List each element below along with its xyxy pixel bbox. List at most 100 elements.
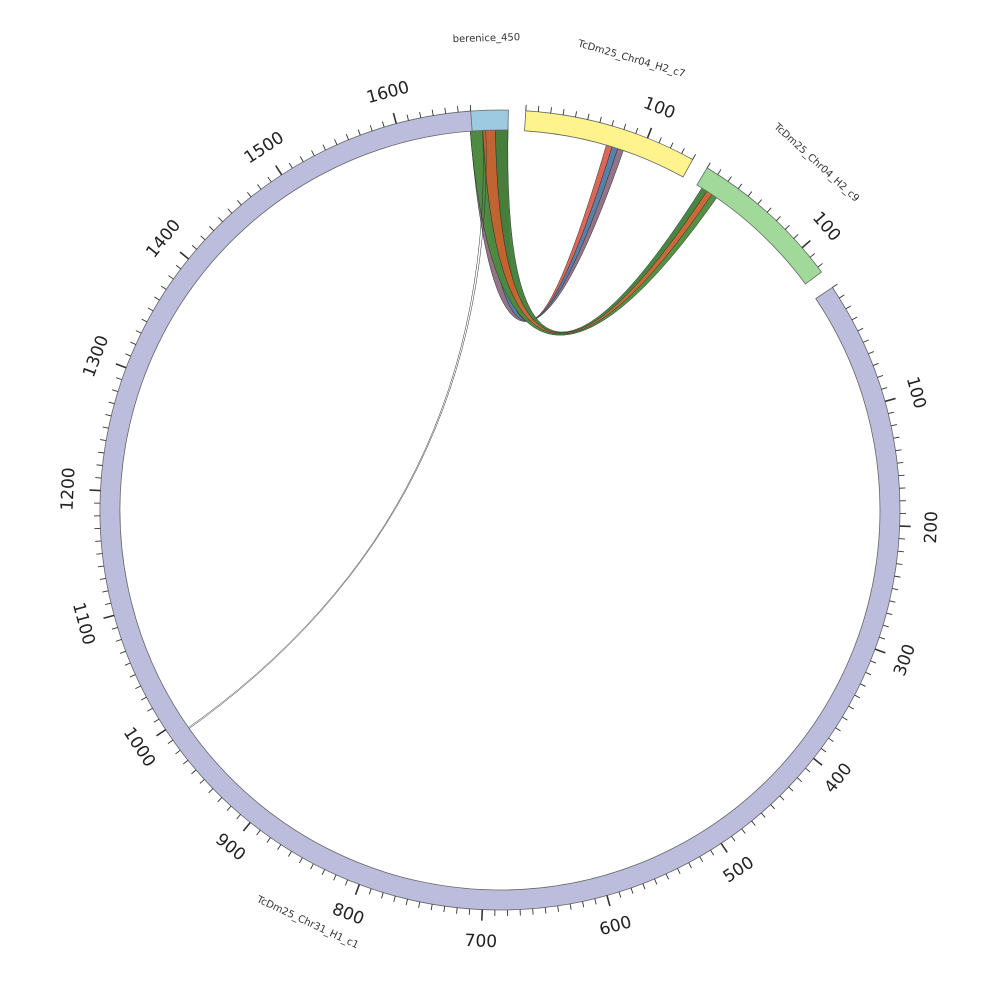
minor-tick-tcdm25-chr31-h1-c1-240 [894, 575, 901, 578]
minor-tick-tcdm25-chr31-h1-c1-130 [893, 436, 900, 439]
tick-label-tcdm25-chr31-h1-c1-100: 100 [902, 374, 930, 411]
minor-tick-tcdm25-chr31-h1-c1-860 [287, 851, 292, 857]
minor-tick-tcdm25-chr31-h1-c1-320 [865, 671, 872, 676]
segment-name-tcdm25-chr04-h2-c9: TcDm25_Chr04_H2_c9 [771, 121, 861, 205]
tick-label-tcdm25-chr04-h2-c9-100: 100 [808, 208, 844, 246]
minor-tick-tcdm25-chr31-h1-c1-50 [862, 339, 869, 343]
minor-tick-tcdm25-chr04-h2-c9-80 [784, 224, 790, 230]
minor-tick-tcdm25-chr31-h1-c1-610 [594, 898, 597, 905]
minor-tick-tcdm25-chr31-h1-c1-880 [266, 837, 271, 843]
major-tick-tcdm25-chr31-h1-c1-1200 [89, 489, 101, 492]
major-tick-tcdm25-chr31-h1-c1-1400 [179, 251, 190, 260]
tick-label-tcdm25-chr31-h1-c1-1200: 1200 [57, 467, 79, 511]
minor-tick-tcdm25-chr31-h1-c1-70 [872, 362, 879, 366]
minor-tick-tcdm25-chr31-h1-c1-1120 [102, 590, 109, 593]
segment-name-berenice-450: berenice_450 [453, 32, 521, 45]
minor-tick-tcdm25-chr31-h1-c1-420 [796, 777, 803, 783]
tick-label-tcdm25-chr31-h1-c1-600: 600 [597, 912, 634, 940]
minor-tick-tcdm25-chr31-h1-c1-1130 [99, 578, 106, 580]
tick-label-tcdm25-chr31-h1-c1-800: 800 [329, 899, 366, 929]
tick-label-tcdm25-chr31-h1-c1-1500: 1500 [241, 128, 288, 168]
minor-tick-tcdm25-chr31-h1-c1-1530 [311, 150, 315, 156]
minor-tick-tcdm25-chr31-h1-c1-120 [890, 424, 898, 427]
minor-tick-tcdm25-chr31-h1-c1-20 [845, 305, 852, 310]
minor-tick-tcdm25-chr04-h2-c7-70 [611, 120, 615, 127]
minor-tick-tcdm25-chr04-h2-c9-120 [817, 263, 823, 268]
minor-tick-tcdm25-chr31-h1-c1-150 [897, 461, 904, 464]
minor-tick-tcdm25-chr04-h2-c7-50 [587, 113, 590, 120]
minor-tick-tcdm25-chr31-h1-c1-1360 [154, 296, 160, 301]
minor-tick-tcdm25-chr31-h1-c1-580 [630, 887, 634, 894]
minor-tick-tcdm25-chr31-h1-c1-990 [167, 739, 174, 744]
minor-tick-tcdm25-chr31-h1-c1-1270 [108, 401, 115, 405]
minor-tick-tcdm25-chr31-h1-c1-30 [851, 316, 858, 321]
minor-tick-tcdm25-chr31-h1-c1-380 [828, 737, 834, 742]
minor-tick-tcdm25-chr31-h1-c1-1390 [175, 264, 182, 270]
minor-tick-tcdm25-chr31-h1-c1-230 [896, 563, 903, 565]
minor-tick-tcdm25-chr04-h2-c7-120 [669, 142, 674, 149]
minor-tick-tcdm25-chr31-h1-c1-950 [199, 779, 205, 784]
minor-tick-tcdm25-chr31-h1-c1-1490 [267, 176, 272, 183]
minor-tick-tcdm25-chr04-h2-c9-20 [727, 176, 732, 182]
minor-tick-tcdm25-chr04-h2-c9-30 [737, 183, 743, 189]
minor-tick-tcdm25-chr31-h1-c1-90 [881, 387, 888, 390]
minor-tick-tcdm25-chr31-h1-c1-720 [456, 907, 458, 914]
major-tick-tcdm25-chr31-h1-c1-600 [606, 895, 611, 907]
minor-tick-tcdm25-chr31-h1-c1-980 [175, 749, 181, 755]
minor-tick-tcdm25-chr31-h1-c1-1040 [135, 685, 141, 690]
minor-tick-tcdm25-chr31-h1-c1-1560 [345, 134, 349, 140]
minor-tick-tcdm25-chr31-h1-c1-890 [256, 829, 261, 836]
minor-tick-tcdm25-chr31-h1-c1-1050 [129, 674, 136, 678]
minor-tick-tcdm25-chr31-h1-c1-10 [839, 294, 845, 299]
minor-tick-tcdm25-chr31-h1-c1-540 [677, 868, 681, 875]
minor-tick-tcdm25-chr31-h1-c1-1350 [147, 307, 154, 312]
minor-tick-tcdm25-chr31-h1-c1-1460 [237, 200, 242, 206]
minor-tick-tcdm25-chr31-h1-c1-1510 [288, 162, 293, 169]
minor-tick-tcdm25-chr04-h2-c9-0 [706, 162, 711, 169]
minor-tick-tcdm25-chr31-h1-c1-790 [368, 888, 372, 895]
segment-tcdm25-chr04-h2-c9 [696, 167, 823, 285]
minor-tick-tcdm25-chr31-h1-c1-1580 [369, 125, 373, 132]
minor-tick-tcdm25-chr31-h1-c1-1480 [257, 184, 262, 190]
minor-tick-tcdm25-chr31-h1-c1-620 [582, 901, 585, 908]
minor-tick-tcdm25-chr31-h1-c1-350 [848, 705, 855, 710]
minor-tick-tcdm25-chr31-h1-c1-850 [299, 857, 303, 864]
minor-tick-tcdm25-chr31-h1-c1-560 [654, 878, 658, 885]
minor-tick-tcdm25-chr31-h1-c1-1030 [140, 696, 147, 701]
minor-tick-tcdm25-chr31-h1-c1-1080 [115, 639, 122, 642]
minor-tick-tcdm25-chr31-h1-c1-1410 [191, 245, 197, 250]
minor-tick-tcdm25-chr31-h1-c1-220 [897, 550, 904, 553]
minor-tick-tcdm25-chr31-h1-c1-740 [430, 904, 433, 911]
tick-label-tcdm25-chr31-h1-c1-1100: 1100 [68, 600, 99, 647]
minor-tick-tcdm25-chr31-h1-c1-290 [879, 636, 886, 640]
major-tick-tcdm25-chr31-h1-c1-300 [874, 648, 886, 654]
minor-tick-tcdm25-chr31-h1-c1-60 [868, 351, 874, 355]
minor-tick-tcdm25-chr31-h1-c1-1140 [97, 565, 105, 568]
minor-tick-tcdm25-chr31-h1-c1-960 [191, 769, 197, 775]
minor-tick-tcdm25-chr04-h2-c7-80 [623, 123, 627, 130]
minor-tick-tcdm25-chr31-h1-c1-760 [405, 899, 408, 906]
minor-tick-tcdm25-chr31-h1-c1-480 [741, 828, 746, 834]
minor-tick-tcdm25-chr31-h1-c1-1620 [419, 111, 422, 119]
minor-tick-tcdm25-chr31-h1-c1-1250 [102, 426, 109, 429]
minor-tick-tcdm25-chr31-h1-c1-930 [217, 797, 223, 803]
minor-tick-tcdm25-chr31-h1-c1-870 [277, 844, 282, 850]
minor-tick-tcdm25-chr04-h2-c7-20 [550, 107, 552, 114]
minor-tick-tcdm25-chr31-h1-c1-370 [835, 727, 841, 732]
minor-tick-tcdm25-chr31-h1-c1-1440 [218, 217, 223, 223]
minor-tick-tcdm25-chr31-h1-c1-260 [889, 600, 896, 603]
minor-tick-tcdm25-chr04-h2-c9-60 [766, 207, 772, 213]
minor-tick-tcdm25-chr31-h1-c1-840 [310, 863, 314, 870]
minor-tick-tcdm25-chr04-h2-c7-60 [599, 116, 602, 123]
minor-tick-tcdm25-chr31-h1-c1-1380 [168, 275, 174, 280]
minor-tick-tcdm25-chr31-h1-c1-1260 [105, 414, 112, 417]
link-berenice-450-to-tcdm25-chr31-h1-c1-strand-0 [181, 122, 487, 734]
minor-tick-tcdm25-chr31-h1-c1-80 [877, 374, 884, 378]
minor-tick-tcdm25-chr04-h2-c7-140 [692, 154, 696, 160]
minor-tick-tcdm25-chr31-h1-c1-1320 [130, 341, 137, 345]
minor-tick-tcdm25-chr31-h1-c1-460 [760, 812, 766, 818]
segment-name-tcdm25-chr04-h2-c7: TcDm25_Chr04_H2_c7 [576, 38, 687, 80]
major-tick-tcdm25-chr31-h1-c1-1300 [115, 363, 127, 369]
minor-tick-tcdm25-chr31-h1-c1-470 [751, 820, 756, 826]
